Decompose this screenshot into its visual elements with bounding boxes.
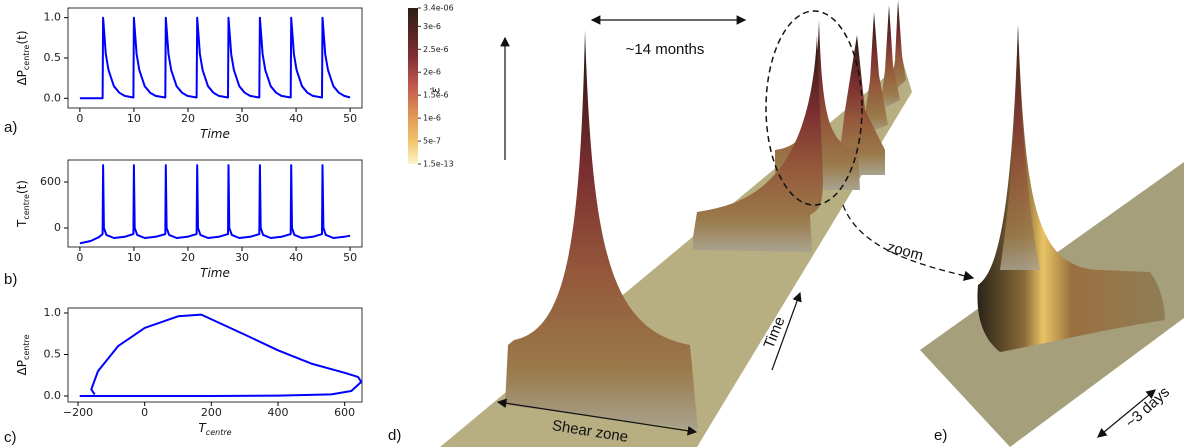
y-axis-label-part: centre	[22, 44, 31, 70]
y-axis-label: ΔPcentre	[15, 334, 32, 375]
colorbar-tick-label: 3.4e-06	[423, 4, 454, 13]
x-axis-label-part: T	[198, 421, 207, 435]
x-tick-label: 400	[268, 406, 289, 419]
colorbar-tick-label: 1.5e-13	[423, 160, 454, 169]
y-tick-label: 0.5	[44, 348, 62, 361]
panel-label: c)	[4, 429, 17, 446]
panel-d-render	[440, 0, 975, 447]
y-tick-label: 0	[54, 221, 61, 234]
duration-label: ~3 days	[1122, 384, 1173, 432]
colorbar-tick-label: 1.5e-6	[423, 91, 449, 100]
y-axis-label-part: (t)	[15, 180, 29, 194]
data-line	[79, 164, 351, 245]
y-axis-label: ΔPcentre(t)	[15, 30, 32, 85]
panel-label: b)	[4, 271, 17, 288]
period-label: ~14 months	[626, 41, 705, 58]
panel-label: a)	[4, 119, 17, 136]
x-axis-label-part: centre	[206, 428, 232, 437]
y-tick-label: 0.5	[44, 51, 62, 64]
x-axis-label-part: Time	[200, 266, 230, 280]
x-tick-label: 0	[76, 112, 83, 125]
colorbar-tick-label: 3e-6	[423, 22, 441, 31]
y-tick-label: 600	[40, 175, 61, 188]
y-axis-label-part: ΔP	[15, 360, 29, 375]
x-tick-label: 0	[76, 251, 83, 264]
data-line	[79, 16, 351, 100]
y-axis-label-part: ΔP	[15, 70, 29, 85]
colorbar-tick-label: 2.5e-6	[423, 45, 449, 54]
y-axis-label-part: T	[15, 219, 29, 228]
axes-frame	[67, 159, 363, 248]
y-axis-label: Tcentre(t)	[15, 180, 32, 228]
x-axis-label: Time	[200, 127, 230, 141]
x-axis-label: Time	[200, 266, 230, 280]
y-tick-label: 1.0	[44, 306, 62, 319]
y-tick-label: 0.0	[44, 389, 62, 402]
zoom-label: zoom	[885, 239, 925, 265]
colorbar	[408, 8, 418, 164]
y-axis-label-part: (t)	[15, 30, 29, 44]
x-tick-label: 0	[141, 406, 148, 419]
colorbar-tick-label: 1e-6	[423, 114, 441, 123]
data-line	[79, 313, 363, 397]
y-tick-label: 1.0	[44, 11, 62, 24]
x-tick-label: 50	[343, 251, 357, 264]
x-tick-label: 40	[289, 112, 303, 125]
x-tick-label: 40	[289, 251, 303, 264]
x-tick-label: 200	[201, 406, 222, 419]
colorbar-tick-label: 5e-7	[423, 137, 441, 146]
y-axis-label-part: centre	[22, 194, 31, 220]
panel-label: e)	[934, 427, 947, 444]
y-axis-label-part: centre	[22, 334, 31, 360]
colorbar-label: ε̇	[429, 86, 443, 93]
x-tick-label: 30	[235, 112, 249, 125]
colorbar-tick-label: 2e-6	[423, 68, 441, 77]
x-tick-label: 10	[127, 112, 141, 125]
x-tick-label: 600	[334, 406, 355, 419]
x-tick-label: −200	[63, 406, 93, 419]
x-tick-label: 20	[181, 112, 195, 125]
x-axis-label-part: Time	[200, 127, 230, 141]
x-axis-label: Tcentre	[198, 421, 231, 438]
x-tick-label: 20	[181, 251, 195, 264]
x-tick-label: 10	[127, 251, 141, 264]
panel-e-render	[920, 25, 1184, 447]
x-tick-label: 50	[343, 112, 357, 125]
x-tick-label: 30	[235, 251, 249, 264]
y-tick-label: 0.0	[44, 91, 62, 104]
panel-label: d)	[388, 427, 401, 444]
